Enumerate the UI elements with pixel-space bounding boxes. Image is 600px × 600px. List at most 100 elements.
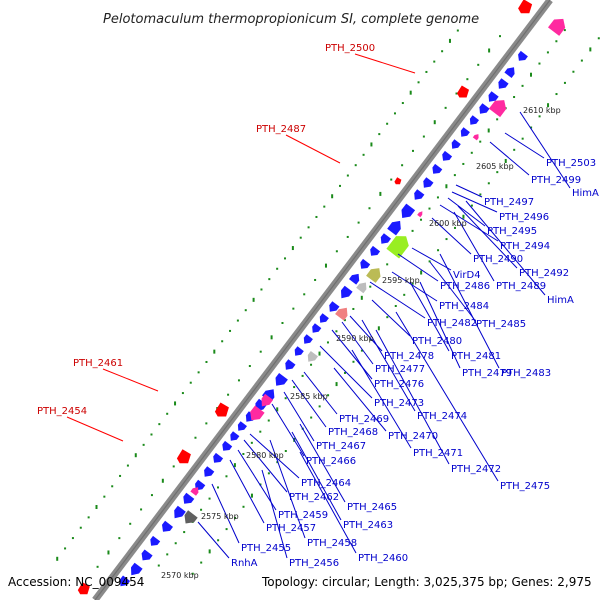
- gc-dot: [357, 221, 360, 224]
- gene-label: PTH_2485: [476, 319, 526, 330]
- gc-dot: [150, 433, 153, 436]
- gene-arrow: [451, 139, 461, 149]
- gene-arrow: [261, 393, 274, 407]
- gc-dot: [208, 497, 211, 500]
- gene-label: PTH_2489: [496, 281, 546, 292]
- label-connector-line: [489, 141, 530, 176]
- gc-dot: [293, 386, 296, 389]
- gc-dot: [444, 106, 447, 109]
- gc-dot: [205, 422, 208, 425]
- gc-dot: [323, 205, 326, 208]
- gc-dot: [417, 81, 420, 84]
- gc-dot: [71, 537, 74, 540]
- label-connector-line: [455, 184, 483, 198]
- gene-arrow: [460, 127, 470, 137]
- gene-arrow: [230, 431, 240, 441]
- gene-arrow: [222, 440, 233, 451]
- label-connector-line: [419, 281, 461, 369]
- gc-dot: [227, 393, 230, 396]
- gene-arrow: [356, 282, 367, 294]
- gene-features: [77, 0, 566, 595]
- gc-dot: [597, 37, 600, 40]
- gc-dot: [225, 528, 228, 531]
- gene-label: PTH_2494: [500, 241, 550, 252]
- label-connector-line: [395, 311, 499, 482]
- gc-dot: [445, 238, 448, 241]
- label-connector-line: [457, 205, 518, 269]
- gc-dot: [546, 51, 549, 54]
- gc-dot: [352, 307, 355, 310]
- gene-label: PTH_2456: [289, 558, 339, 569]
- gc-dot: [318, 351, 321, 356]
- gene-arrow: [307, 351, 318, 362]
- gene-arrow: [504, 67, 515, 78]
- gc-dot: [580, 59, 583, 62]
- label-connector-line: [319, 345, 373, 399]
- gc-dot: [242, 452, 245, 455]
- gc-dot: [445, 184, 448, 189]
- label-connector-line: [243, 439, 288, 493]
- gc-dot: [390, 178, 393, 181]
- gc-dot: [499, 35, 502, 38]
- gc-dot: [174, 542, 177, 545]
- gc-dot: [487, 128, 490, 133]
- gene-arrow: [285, 359, 296, 370]
- gc-dot: [521, 137, 524, 140]
- gc-dot: [129, 522, 132, 525]
- label-connector-line: [351, 349, 412, 449]
- gc-dot: [291, 246, 294, 251]
- label-connector-line: [361, 319, 416, 412]
- kbp-tick-label: 2600 kbp: [429, 219, 467, 228]
- gc-dot: [466, 78, 469, 81]
- gene-arrow: [548, 18, 566, 36]
- gc-dot: [521, 84, 524, 87]
- gc-dot: [205, 360, 208, 363]
- kbp-tick-label: 2575 kbp: [201, 512, 239, 521]
- gene-arrow: [366, 268, 381, 283]
- label-connector-line: [303, 371, 338, 415]
- gc-dot: [393, 112, 396, 115]
- gc-dot: [401, 164, 404, 167]
- gc-dot: [479, 140, 482, 143]
- gc-dot: [369, 338, 372, 341]
- gene-arrow: [303, 334, 313, 344]
- gc-dot: [268, 278, 271, 281]
- gene-arrow: [184, 510, 198, 524]
- gene-arrow: [472, 134, 479, 141]
- gc-dot: [479, 193, 482, 196]
- genome-summary-text: Topology: circular; Length: 3,025,375 bp…: [261, 575, 592, 589]
- gene-arrow: [77, 582, 90, 595]
- gene-label: PTH_2464: [301, 478, 351, 489]
- gene-label: PTH_2463: [343, 520, 393, 531]
- gene-arrow: [414, 189, 425, 200]
- gc-dot: [455, 92, 458, 95]
- gene-arrow: [312, 323, 322, 333]
- gc-dot: [284, 450, 287, 453]
- gc-dot: [487, 182, 490, 185]
- gc-dot: [327, 394, 330, 397]
- gc-dot: [126, 464, 129, 467]
- gc-dot: [237, 379, 240, 382]
- gene-arrow: [204, 466, 215, 477]
- gc-dot: [386, 316, 389, 319]
- gene-arrow: [214, 402, 229, 417]
- label-connector-line: [211, 483, 240, 544]
- gene-label: PTH_2477: [375, 364, 425, 375]
- gc-dot: [166, 553, 169, 556]
- label-connector-line: [237, 449, 277, 511]
- gc-dot: [314, 278, 317, 281]
- gene-arrow: [386, 236, 409, 259]
- gc-dot: [267, 419, 270, 422]
- gc-dot: [64, 547, 67, 550]
- gc-dot: [157, 564, 160, 567]
- gene-arrow: [370, 245, 381, 256]
- gene-arrow: [401, 203, 416, 218]
- gc-dot: [197, 371, 200, 374]
- gc-dot: [462, 214, 465, 219]
- kbp-tick-label: 2605 kbp: [476, 162, 514, 171]
- label-connector-line: [409, 281, 450, 352]
- label-connector-line: [411, 247, 452, 271]
- gene-label: PTH_2470: [388, 431, 438, 442]
- label-connector-line: [354, 53, 416, 74]
